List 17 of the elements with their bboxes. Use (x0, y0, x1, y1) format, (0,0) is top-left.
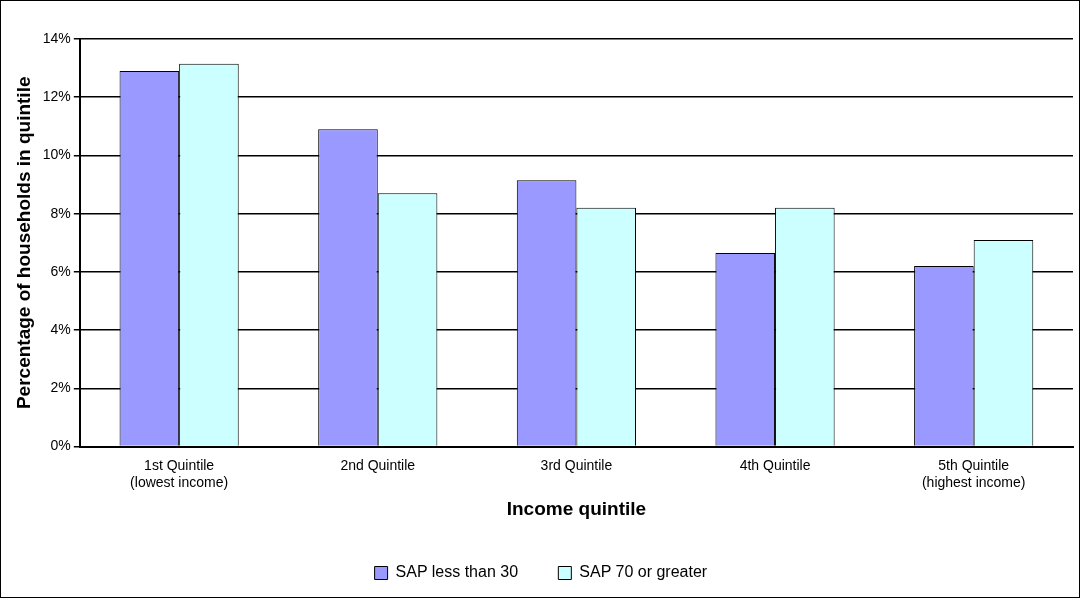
legend-label: SAP 70 or greater (579, 563, 708, 581)
y-tick-label: 14% (42, 29, 71, 46)
y-tick-label: 12% (42, 88, 71, 105)
y-tick-label: 2% (50, 379, 71, 396)
x-tick-label: 1st Quintile (lowest income) (130, 456, 229, 490)
y-tick-label: 8% (50, 204, 71, 221)
y-tick-label: 4% (50, 321, 71, 337)
y-tick-label: 10% (42, 146, 71, 163)
y-axis-title: Percentage of households in quintile (12, 76, 34, 410)
y-tick-label: 0% (50, 437, 71, 454)
x-tick-label: 3rd Quintile (540, 456, 613, 473)
legend-label: SAP less than 30 (395, 563, 519, 581)
x-tick-label: 5th Quintile (highest income) (921, 456, 1026, 490)
x-tick-label: 4th Quintile (739, 456, 811, 473)
x-axis-title: Income quintile (506, 497, 647, 519)
y-tick-label: 6% (50, 262, 71, 279)
x-tick-label: 2nd Quintile (340, 456, 416, 473)
